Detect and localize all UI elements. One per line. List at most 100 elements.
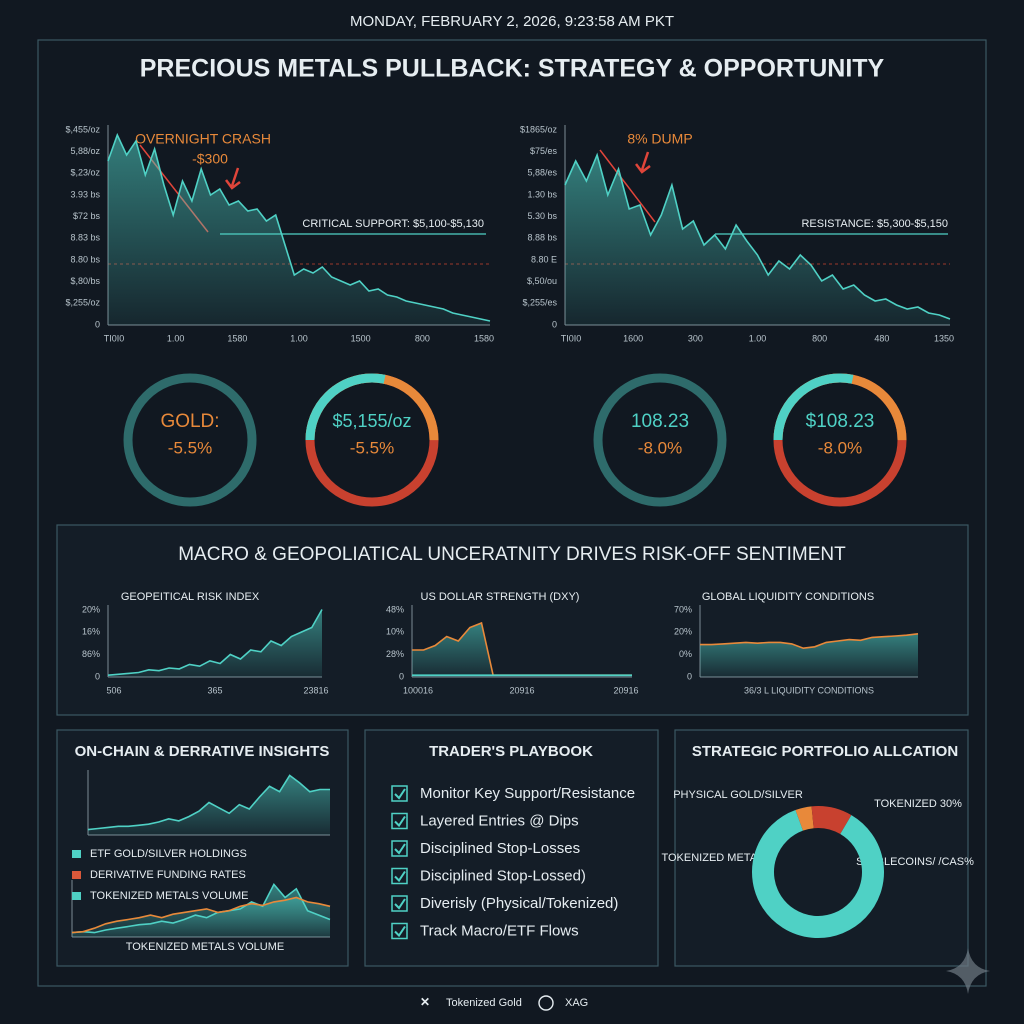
chart-title: GLOBAL LIQUIDITY CONDITIONS xyxy=(702,591,874,603)
line xyxy=(107,609,323,676)
checkbox xyxy=(391,840,408,857)
x-tick-label: 100016 xyxy=(403,685,433,695)
y-tick-label: $,23/oz xyxy=(70,168,100,178)
playbook-item: Layered Entries @ Dips xyxy=(420,812,579,829)
x-tick-label: 23816 xyxy=(303,685,328,695)
playbook-item: Track Macro/ETF Flows xyxy=(420,922,579,939)
allocation-label: STABLECOINS/ /CAS% xyxy=(856,856,974,868)
section-title: TRADER'S PLAYBOOK xyxy=(429,743,593,760)
legend-label: TOKENIZED METALS VOLUME xyxy=(90,890,249,902)
x-tick-label: 1.00 xyxy=(290,333,308,343)
y-tick-label: 3.93 bs xyxy=(70,189,100,199)
gauge-value: -5.5% xyxy=(350,438,394,457)
checkmark xyxy=(394,843,406,855)
checkmark xyxy=(394,925,406,938)
x-tick-label: 1350 xyxy=(934,333,954,343)
macro-panel xyxy=(56,524,969,716)
gauge: GOLD: -5.5% xyxy=(123,373,257,507)
y-tick-label: 20% xyxy=(82,604,100,614)
y-tick-label: 1.30 bs xyxy=(527,189,557,199)
x-tick-label: 1600 xyxy=(623,333,643,343)
checkmark xyxy=(394,870,406,883)
line xyxy=(564,152,951,320)
gauge-value: -8.0% xyxy=(818,438,862,457)
allocation-label: PHYSICAL GOLD/SILVER xyxy=(673,789,803,801)
area xyxy=(88,775,330,835)
annotation: OVERNIGHT CRASH xyxy=(135,131,271,147)
y-tick-label: 0 xyxy=(399,671,404,681)
legend-label: DERIVATIVE FUNDING RATES xyxy=(90,869,246,881)
x-tick-label: 1500 xyxy=(351,333,371,343)
chart-title: US DOLLAR STRENGTH (DXY) xyxy=(421,591,580,603)
checkbox xyxy=(391,895,408,912)
x-tick-label: TI0I0 xyxy=(561,333,582,343)
y-tick-label: 0% xyxy=(679,649,692,659)
y-tick-label: 0 xyxy=(687,671,692,681)
gauge-ring xyxy=(593,373,727,507)
x-tick-label: 20916 xyxy=(509,685,534,695)
x-tick-label: 1580 xyxy=(474,333,494,343)
checkmark xyxy=(394,788,406,800)
x-tick-label: 20916 xyxy=(613,685,638,695)
x-tick-label: TI0I0 xyxy=(104,333,125,343)
area xyxy=(72,897,330,937)
y-tick-label: 5,88/oz xyxy=(70,146,100,156)
line xyxy=(700,633,919,650)
line xyxy=(107,132,491,322)
timestamp: MONDAY, FEBRUARY 2, 2026, 9:23:58 AM PKT xyxy=(350,13,674,30)
section-title: ON-CHAIN & DERRATIVE INSIGHTS xyxy=(75,743,330,760)
y-tick-label: 48% xyxy=(386,604,404,614)
x-tick-label: 365 xyxy=(207,685,222,695)
footer-icon: ✕ xyxy=(420,995,430,1009)
section-title: MACRO & GEOPOLIATICAL UNCERATNITY DRIVES… xyxy=(178,544,846,565)
area xyxy=(700,633,918,677)
gauge-ring xyxy=(773,373,907,507)
x-tick-label: 300 xyxy=(688,333,703,343)
y-tick-label: 8.83 bs xyxy=(70,233,100,243)
y-tick-label: 86% xyxy=(82,649,100,659)
x-tick-label: 1580 xyxy=(227,333,247,343)
y-tick-label: 8.88 bs xyxy=(527,233,557,243)
annotation: 8% DUMP xyxy=(627,131,692,147)
line xyxy=(87,774,330,831)
section-title: STRATEGIC PORTFOLIO ALLCATION xyxy=(692,743,958,760)
area xyxy=(565,155,950,325)
donut-segment xyxy=(811,806,852,835)
sparkle xyxy=(946,948,990,994)
y-tick-label: $,80/bs xyxy=(70,276,100,286)
arrow xyxy=(225,167,241,190)
gauge-label: GOLD: xyxy=(160,411,219,432)
area xyxy=(108,135,490,325)
y-tick-label: 20% xyxy=(674,627,692,637)
frame xyxy=(37,39,987,987)
gauge: $108.23 -8.0% xyxy=(773,373,907,507)
checkbox xyxy=(391,812,408,830)
gauge-value: -5.5% xyxy=(168,438,212,457)
y-tick-label: $,255/oz xyxy=(65,298,100,308)
donut-segment xyxy=(795,806,815,831)
caption: TOKENIZED METALS VOLUME xyxy=(126,941,285,953)
allocation-label: TOKENIZED 30% xyxy=(874,798,962,810)
level-label: RESISTANCE: $5,300-$5,150 xyxy=(801,218,948,230)
gauge-label: $108.23 xyxy=(806,411,875,432)
x-tick-label: 506 xyxy=(106,685,121,695)
x-tick-label: 1.00 xyxy=(749,333,767,343)
y-tick-label: 5,88/es xyxy=(527,168,557,178)
y-tick-label: $,255/es xyxy=(522,298,557,308)
checkbox xyxy=(391,922,408,940)
area xyxy=(108,609,322,677)
playbook-item: Disciplined Stop-Losses xyxy=(420,840,580,857)
checkmark xyxy=(394,815,406,828)
gauge: $5,155/oz -5.5% xyxy=(305,373,439,507)
area xyxy=(412,623,632,677)
y-tick-label: 0 xyxy=(95,671,100,681)
y-tick-label: 5.30 bs xyxy=(527,211,557,221)
y-tick-label: $,50/ou xyxy=(527,276,557,286)
x-tick-label: 480 xyxy=(874,333,889,343)
arrow xyxy=(635,151,651,174)
playbook-panel xyxy=(364,729,659,967)
y-tick-label: 16% xyxy=(82,627,100,637)
gauge-ring xyxy=(305,373,439,507)
checkmark xyxy=(394,898,406,910)
